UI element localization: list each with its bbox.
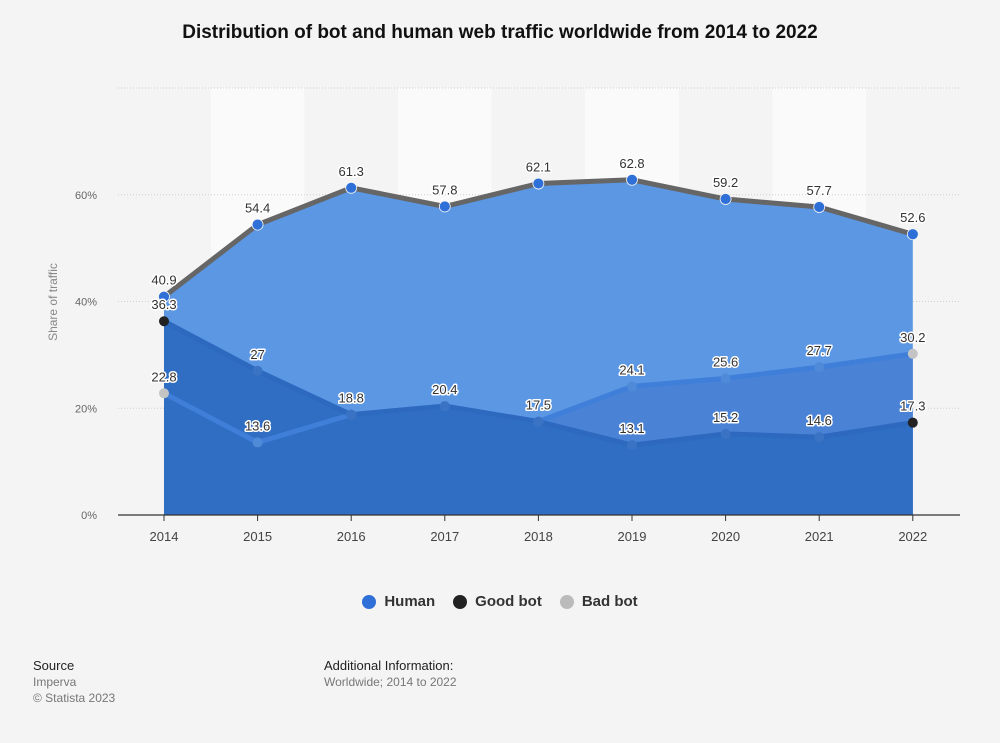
good-bot-data-label: 36.3 <box>151 297 176 312</box>
human-point <box>251 218 264 231</box>
human-data-label: 40.9 <box>151 273 176 288</box>
bad-bot-data-label: 24.1 <box>619 362 644 377</box>
human-point <box>345 181 358 194</box>
bad-bot-data-label: 25.6 <box>713 354 738 369</box>
good-bot-data-label: 14.6 <box>807 413 832 428</box>
good-bot-point <box>159 316 169 327</box>
human-point <box>906 228 919 241</box>
good-bot-point <box>720 428 731 439</box>
additional-info-heading: Additional Information: <box>324 658 454 673</box>
x-tick-label: 2022 <box>898 529 927 544</box>
good-bot-point <box>627 440 637 451</box>
bad-bot-data-label: 30.2 <box>900 330 925 345</box>
bad-bot-point <box>252 437 263 448</box>
good-bot-data-label: 20.4 <box>432 382 457 397</box>
bad-bot-data-label: 22.8 <box>151 369 176 384</box>
good-bot-point <box>252 365 263 376</box>
human-point <box>158 290 170 303</box>
human-point <box>813 201 826 213</box>
legend-item-human[interactable]: Human <box>362 593 435 610</box>
good-bot-data-label: 13.1 <box>619 421 644 436</box>
human-data-label: 57.8 <box>432 182 457 197</box>
x-tick-label: 2020 <box>711 529 740 544</box>
y-tick-label: 40% <box>75 297 97 309</box>
human-marker-icon <box>362 594 377 609</box>
legend-item-bad-bot[interactable]: Bad bot <box>559 593 638 610</box>
human-data-label: 62.8 <box>619 156 644 171</box>
additional-info-text: Worldwide; 2014 to 2022 <box>324 675 457 689</box>
additional-info-block: Additional Information: Worldwide; 2014 … <box>324 658 457 690</box>
bad-bot-marker-icon <box>559 594 574 609</box>
x-tick-label: 2015 <box>243 529 272 544</box>
legend-label-bad-bot: Bad bot <box>581 593 638 610</box>
legend-label-human: Human <box>384 593 436 610</box>
bad-bot-point <box>159 388 169 399</box>
chart-legend: Human Good bot Bad bot <box>0 593 1000 610</box>
good-bot-point <box>533 416 544 427</box>
good-bot-point <box>814 432 825 443</box>
bad-bot-data-label: 27.7 <box>807 343 832 358</box>
legend-item-good-bot[interactable]: Good bot <box>453 593 542 610</box>
copyright-text: © Statista 2023 <box>33 691 116 705</box>
human-data-label: 59.2 <box>713 175 738 190</box>
good-bot-data-label: 17.5 <box>526 398 551 413</box>
x-tick-label: 2021 <box>805 529 834 544</box>
human-point <box>719 193 732 205</box>
human-point <box>438 200 451 213</box>
human-data-label: 52.6 <box>900 210 925 225</box>
good-bot-area <box>164 321 913 515</box>
y-tick-label: 60% <box>75 190 97 202</box>
y-axis-title: Share of traffic <box>46 263 60 341</box>
bad-bot-point <box>907 348 918 359</box>
x-tick-label: 2019 <box>618 529 647 544</box>
good-bot-data-label: 17.3 <box>900 399 925 414</box>
good-bot-data-label: 27 <box>250 347 264 362</box>
chart-title: Distribution of bot and human web traffi… <box>182 22 818 43</box>
x-tick-label: 2016 <box>337 529 366 544</box>
human-data-label: 54.4 <box>245 201 270 216</box>
source-name: Imperva <box>33 675 77 689</box>
good-bot-point <box>439 401 450 412</box>
human-data-label: 57.7 <box>807 183 832 198</box>
x-tick-label: 2014 <box>150 529 179 544</box>
good-bot-data-label: 15.2 <box>713 410 738 425</box>
x-tick-label: 2018 <box>524 529 553 544</box>
bad-bot-point <box>720 373 731 384</box>
source-heading: Source <box>33 658 75 673</box>
x-tick-label: 2017 <box>430 529 459 544</box>
bad-bot-point <box>627 381 637 392</box>
good-bot-point <box>907 417 918 428</box>
bad-bot-data-label: 13.6 <box>245 418 270 433</box>
human-point <box>626 173 638 186</box>
good-bot-data-label: 18.8 <box>339 391 364 406</box>
human-data-label: 61.3 <box>339 164 364 179</box>
legend-label-good-bot: Good bot <box>475 593 542 610</box>
good-bot-point <box>346 409 357 420</box>
bad-bot-point <box>814 362 825 373</box>
human-data-label: 62.1 <box>526 160 551 175</box>
good-bot-marker-icon <box>453 594 468 609</box>
y-tick-label: 0% <box>81 510 97 522</box>
y-tick-label: 20% <box>75 403 97 415</box>
source-block: Source Imperva © Statista 2023 <box>33 658 115 706</box>
human-point <box>532 177 545 190</box>
